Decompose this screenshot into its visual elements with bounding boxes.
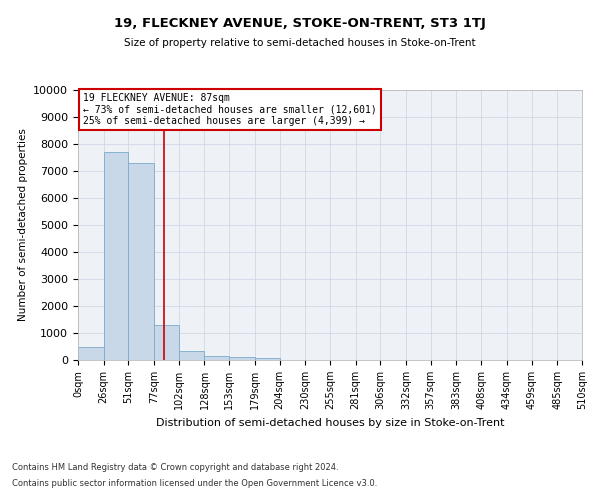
Text: 19, FLECKNEY AVENUE, STOKE-ON-TRENT, ST3 1TJ: 19, FLECKNEY AVENUE, STOKE-ON-TRENT, ST3…: [114, 18, 486, 30]
Bar: [154, 325, 179, 360]
Bar: [229, 358, 255, 360]
Bar: [104, 152, 128, 360]
X-axis label: Distribution of semi-detached houses by size in Stoke-on-Trent: Distribution of semi-detached houses by …: [156, 418, 504, 428]
Text: Contains public sector information licensed under the Open Government Licence v3: Contains public sector information licen…: [12, 478, 377, 488]
Bar: [255, 358, 280, 360]
Text: Contains HM Land Registry data © Crown copyright and database right 2024.: Contains HM Land Registry data © Crown c…: [12, 464, 338, 472]
Bar: [128, 163, 154, 360]
Text: Size of property relative to semi-detached houses in Stoke-on-Trent: Size of property relative to semi-detach…: [124, 38, 476, 48]
Y-axis label: Number of semi-detached properties: Number of semi-detached properties: [18, 128, 28, 322]
Bar: [205, 356, 229, 360]
Bar: [78, 346, 104, 360]
Bar: [179, 350, 205, 360]
Text: 19 FLECKNEY AVENUE: 87sqm
← 73% of semi-detached houses are smaller (12,601)
25%: 19 FLECKNEY AVENUE: 87sqm ← 73% of semi-…: [83, 92, 377, 126]
